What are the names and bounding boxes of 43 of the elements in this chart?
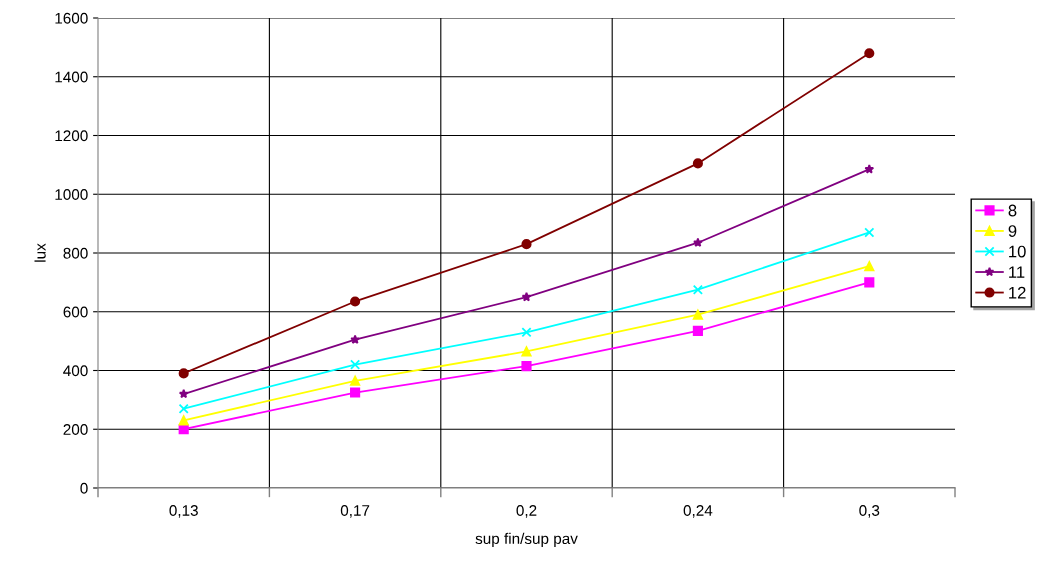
point bbox=[350, 359, 361, 370]
y-tick-label: 1200 bbox=[55, 130, 88, 142]
x-axis-title: sup fin/sup pav bbox=[475, 532, 578, 548]
legend-label: 10 bbox=[1009, 245, 1026, 258]
y-tick-label: 0 bbox=[80, 482, 88, 494]
y-tick-label: 800 bbox=[63, 247, 88, 259]
point bbox=[692, 309, 703, 320]
point bbox=[350, 334, 360, 344]
point bbox=[864, 48, 875, 59]
x-tick-label: 0,13 bbox=[169, 505, 198, 518]
y-tick-label: 1600 bbox=[55, 12, 88, 24]
point bbox=[521, 291, 532, 302]
x-tick-label: 0,2 bbox=[516, 505, 537, 518]
point bbox=[521, 327, 532, 338]
x-tick-label: 0,17 bbox=[340, 505, 370, 518]
y-tick-label: 400 bbox=[63, 365, 88, 377]
legend-label: 9 bbox=[1008, 225, 1017, 237]
x-tick-label: 0,3 bbox=[859, 505, 880, 518]
y-tick-label: 1000 bbox=[55, 189, 88, 200]
legend-label: 8 bbox=[1008, 204, 1017, 217]
point bbox=[178, 403, 189, 414]
legend-label: 11 bbox=[1009, 266, 1025, 278]
point bbox=[692, 325, 703, 336]
y-tick-label: 600 bbox=[63, 306, 88, 318]
legend-label: 12 bbox=[1009, 286, 1026, 299]
point bbox=[864, 261, 875, 272]
point bbox=[692, 158, 703, 169]
point bbox=[178, 368, 189, 379]
x-tick-label: 0,24 bbox=[683, 505, 713, 518]
point bbox=[864, 164, 875, 174]
point bbox=[350, 387, 361, 398]
point bbox=[521, 361, 532, 372]
y-tick-label: 1400 bbox=[55, 71, 88, 83]
y-axis-title: lux bbox=[34, 243, 46, 262]
point bbox=[864, 227, 875, 238]
point bbox=[521, 346, 532, 357]
point bbox=[692, 284, 703, 295]
y-tick-label: 200 bbox=[63, 424, 88, 435]
point bbox=[350, 296, 361, 307]
point bbox=[864, 277, 875, 288]
point bbox=[350, 375, 361, 386]
point bbox=[521, 239, 532, 250]
point bbox=[178, 415, 189, 426]
